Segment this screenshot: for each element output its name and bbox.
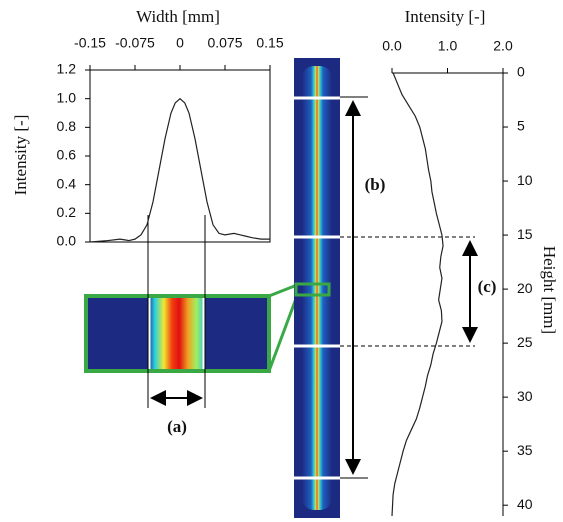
y-tick-label: 15	[517, 226, 533, 242]
x-axis-title: Intensity [-]	[405, 7, 486, 26]
zoom-connector	[267, 295, 299, 372]
y-tick-label: 40	[517, 496, 533, 512]
y-tick-label: 0.0	[57, 233, 77, 249]
strip-flame	[302, 66, 332, 510]
y-tick-label: 35	[517, 442, 533, 458]
y-tick-label: 30	[517, 388, 533, 404]
zoom-frame	[84, 294, 271, 373]
zoom-connector	[268, 283, 298, 298]
x-tick-label: -0.15	[74, 35, 106, 51]
y-tick-label: 0.8	[57, 118, 77, 134]
profile-line	[391, 72, 444, 517]
zoom-band	[148, 296, 205, 371]
y-tick-label: 0	[517, 64, 525, 80]
y-tick-label: 0.4	[57, 175, 77, 191]
profile-line	[89, 97, 270, 243]
plot-frame	[89, 69, 271, 243]
y-axis-title: Height [mm]	[540, 246, 559, 334]
x-tick-label: 1.0	[438, 38, 458, 54]
x-tick-label: 0	[176, 35, 184, 51]
x-tick-label: 0.0	[382, 38, 402, 54]
y-tick-label: 5	[517, 118, 525, 134]
x-tick-label: -0.075	[115, 35, 155, 51]
y-tick-label: 1.2	[57, 61, 77, 77]
label-a: (a)	[167, 417, 187, 436]
y-tick-label: 1.0	[57, 89, 77, 105]
x-tick-label: 2.0	[493, 38, 513, 54]
strip-markers	[294, 96, 340, 480]
y-tick-label: 0.2	[57, 204, 77, 220]
y-tick-label: 0.6	[57, 147, 77, 163]
zoom-region	[294, 282, 331, 297]
y-axis-title: Intensity [-]	[11, 115, 30, 196]
label-c: (c)	[478, 277, 497, 296]
x-tick-label: 0.15	[256, 35, 283, 51]
y-tick-label: 10	[517, 172, 533, 188]
x-tick-label: 0.075	[207, 35, 242, 51]
x-axis-title: Width [mm]	[136, 7, 220, 26]
y-tick-label: 25	[517, 334, 533, 350]
label-b: (b)	[365, 175, 386, 194]
y-tick-label: 20	[517, 280, 533, 296]
